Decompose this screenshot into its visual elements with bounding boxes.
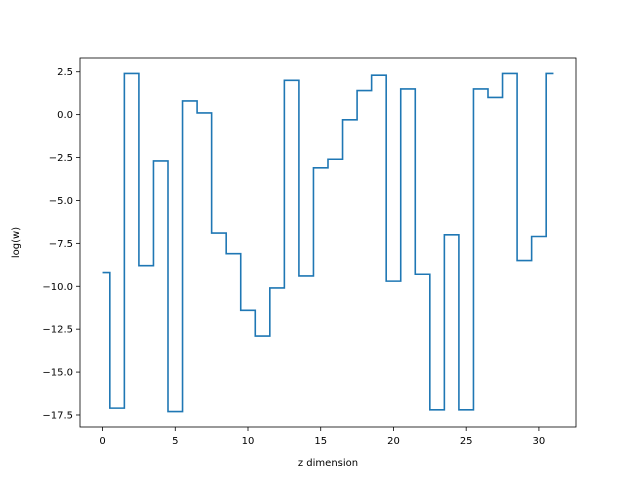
x-tick-label: 20 [387,436,400,447]
y-tick-label: −12.5 [42,325,73,336]
x-tick-label: 30 [533,436,546,447]
y-tick-label: 0.0 [57,110,73,121]
y-tick-label: −10.0 [42,282,73,293]
x-tick-label: 10 [242,436,255,447]
x-axis-label: z dimension [298,458,358,469]
x-tick-label: 5 [172,436,178,447]
x-tick-label: 25 [460,436,473,447]
y-tick-label: −7.5 [49,239,73,250]
y-tick-label: 2.5 [57,67,73,78]
x-tick-label: 15 [314,436,327,447]
y-tick-label: −17.5 [42,410,73,421]
x-tick-label: 0 [99,436,105,447]
y-axis-label: log(w) [11,227,22,258]
y-tick-label: −15.0 [42,368,73,379]
y-tick-label: −5.0 [49,196,73,207]
y-tick-label: −2.5 [49,153,73,164]
